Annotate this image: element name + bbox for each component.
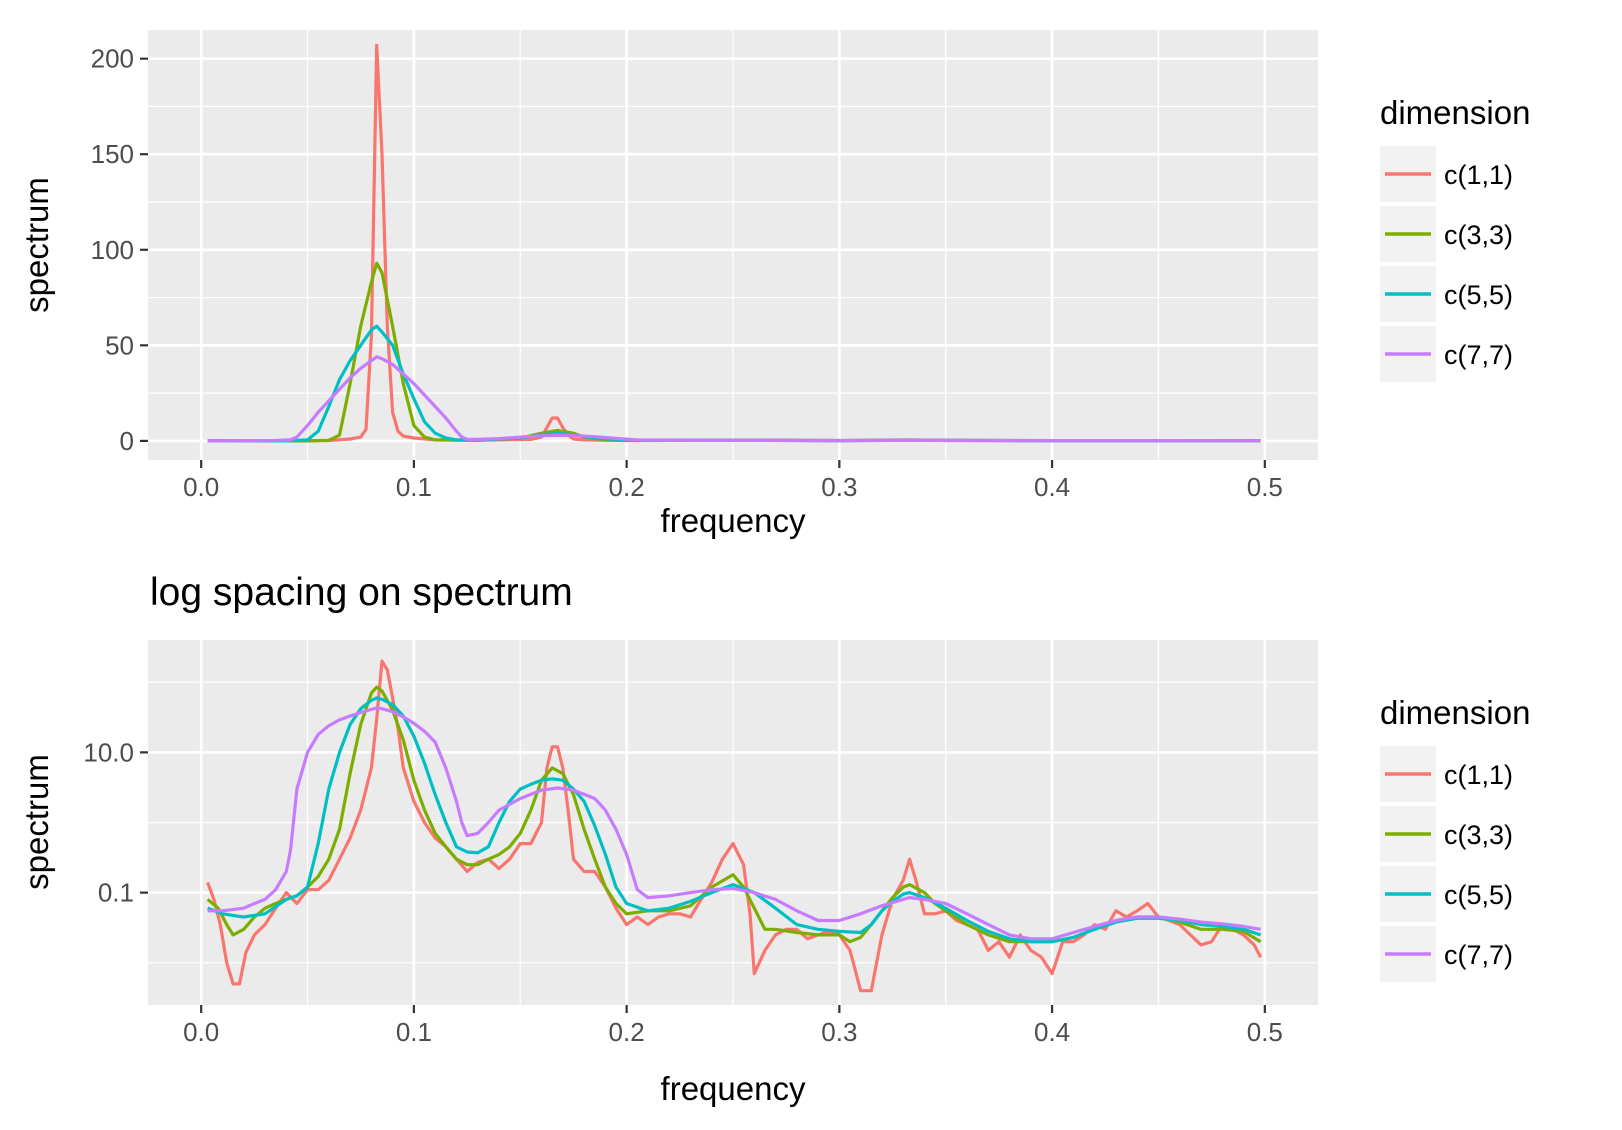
- bottom-x-tick-label: 0.0: [183, 1017, 219, 1047]
- top-y-tick-label: 100: [91, 235, 134, 265]
- top-x-tick-label: 0.3: [821, 472, 857, 502]
- bottom-panel: log spacing on spectrum 0.0 0.1 0.2 0.3 0.4 0…: [18, 571, 1530, 1107]
- bottom-legend-label-3: c(7,7): [1444, 940, 1513, 970]
- top-y-tick-label: 0: [120, 426, 134, 456]
- top-series-line-3: [207, 355, 1261, 443]
- top-x-tick-label: 0.1: [396, 472, 432, 502]
- bottom-y-axis-label: spectrum: [18, 754, 55, 890]
- bottom-series-line-3: [207, 706, 1261, 941]
- bottom-series-lines: [206, 659, 1263, 993]
- top-x-tick-label: 0.2: [609, 472, 645, 502]
- top-legend-label-0: c(1,1): [1444, 160, 1513, 190]
- top-series-lines: [207, 43, 1261, 443]
- bottom-legend-keys: c(1,1) c(3,3) c(5,5) c(7,7): [1380, 746, 1513, 982]
- bottom-y-tick-label: 0.1: [98, 878, 134, 908]
- bottom-legend-label-2: c(5,5): [1444, 880, 1513, 910]
- top-y-tick-label: 200: [91, 44, 134, 74]
- top-grid: [148, 30, 1318, 460]
- top-panel: 0.0 0.1 0.2 0.3 0.4 0.5 0 50 100 150 200 frequency…: [18, 30, 1530, 539]
- bottom-series-line-1: [206, 685, 1262, 944]
- top-legend: dimension c(1,1) c(3,3) c(5,5) c(7,7): [1380, 94, 1530, 382]
- bottom-y-tick-label: 10.0: [83, 737, 134, 767]
- top-y-tick-label: 150: [91, 139, 134, 169]
- bottom-axis-ticks: 0.0 0.1 0.2 0.3 0.4 0.5 0.1 10.0: [83, 737, 1283, 1047]
- bottom-legend-label-1: c(3,3): [1444, 820, 1513, 850]
- bottom-legend-label-0: c(1,1): [1444, 760, 1513, 790]
- top-y-tick-label: 50: [105, 330, 134, 360]
- bottom-grid: [148, 640, 1318, 1005]
- bottom-x-axis-label: frequency: [661, 1070, 806, 1107]
- top-legend-label-1: c(3,3): [1444, 220, 1513, 250]
- top-legend-label-3: c(7,7): [1444, 340, 1513, 370]
- bottom-x-tick-label: 0.5: [1247, 1017, 1283, 1047]
- top-x-axis-label: frequency: [661, 502, 806, 539]
- bottom-x-tick-label: 0.3: [821, 1017, 857, 1047]
- top-y-axis-label: spectrum: [18, 177, 55, 313]
- bottom-chart-title: log spacing on spectrum: [150, 571, 573, 614]
- top-legend-label-2: c(5,5): [1444, 280, 1513, 310]
- bottom-x-tick-label: 0.4: [1034, 1017, 1070, 1047]
- top-x-tick-label: 0.0: [183, 472, 219, 502]
- top-legend-keys: c(1,1) c(3,3) c(5,5) c(7,7): [1380, 146, 1513, 382]
- bottom-legend: dimension c(1,1) c(3,3) c(5,5) c(7,7): [1380, 694, 1530, 982]
- bottom-series-line-0: [206, 659, 1263, 993]
- top-legend-title: dimension: [1380, 94, 1530, 131]
- bottom-series-line-2: [207, 696, 1262, 944]
- bottom-x-tick-label: 0.2: [609, 1017, 645, 1047]
- bottom-x-tick-label: 0.1: [396, 1017, 432, 1047]
- top-x-tick-label: 0.5: [1247, 472, 1283, 502]
- bottom-legend-title: dimension: [1380, 694, 1530, 731]
- top-x-tick-label: 0.4: [1034, 472, 1070, 502]
- top-axis-ticks: 0.0 0.1 0.2 0.3 0.4 0.5 0 50 100 150 200: [91, 44, 1283, 502]
